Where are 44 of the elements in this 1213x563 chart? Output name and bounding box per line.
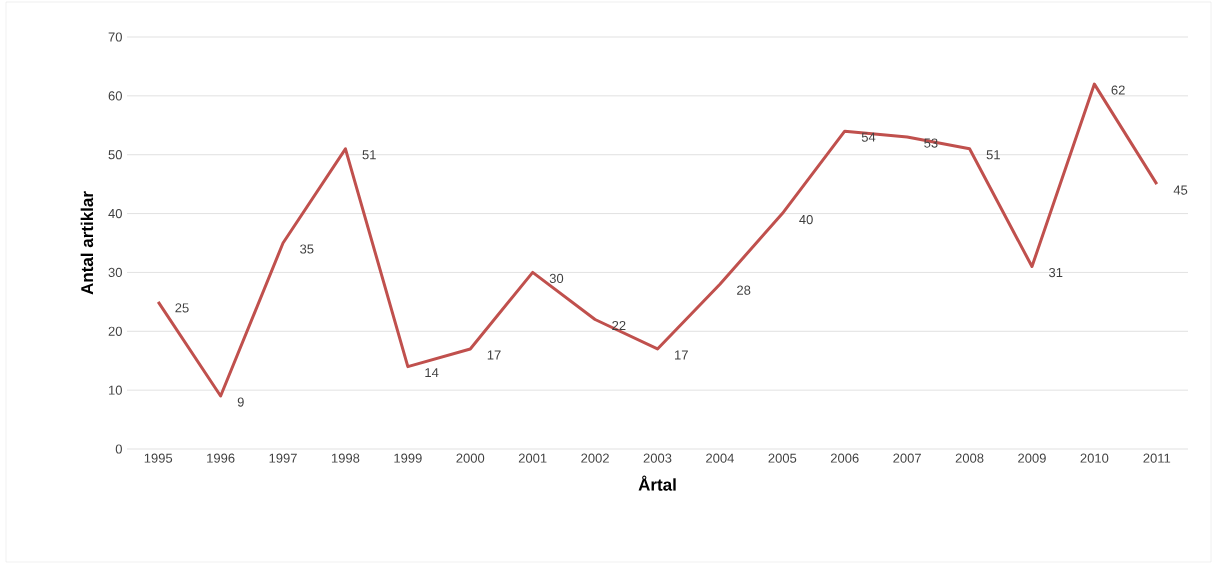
data-label: 62: [1111, 85, 1125, 95]
data-label: 45: [1173, 185, 1188, 195]
data-label: 40: [799, 214, 813, 225]
y-tick-label: 20: [108, 326, 122, 336]
y-tick-label: 0: [115, 444, 122, 454]
x-tick-label: 2000: [456, 453, 485, 463]
x-tick-label: 1999: [394, 453, 422, 463]
x-tick-label: 2007: [893, 453, 921, 463]
x-tick-label: 1998: [331, 453, 360, 463]
y-axis-title: Antal artiklar: [80, 191, 94, 295]
y-tick-label: 70: [108, 32, 122, 42]
x-tick-label: 2002: [581, 453, 609, 463]
x-tick-label: 2008: [955, 453, 984, 463]
data-label: 28: [737, 285, 751, 295]
data-label: 30: [549, 273, 564, 284]
x-tick-label: 2005: [768, 453, 797, 463]
y-tick-label: 50: [108, 150, 122, 160]
y-tick-label: 40: [108, 208, 122, 219]
data-label: 51: [986, 150, 1000, 160]
x-tick-label: 1996: [207, 453, 235, 463]
data-label: 31: [1049, 267, 1063, 278]
data-label: 14: [425, 368, 439, 378]
y-tick-label: 10: [108, 385, 122, 395]
data-label: 9: [237, 397, 244, 407]
x-tick-label: 2003: [643, 453, 672, 463]
x-axis-title: Årtal: [638, 475, 676, 491]
x-tick-label: 1997: [269, 453, 297, 463]
y-tick-label: 30: [108, 267, 122, 278]
y-tick-label: 60: [108, 91, 122, 101]
data-label: 17: [675, 350, 688, 360]
x-tick-label: 1995: [144, 453, 173, 463]
x-tick-label: 2009: [1018, 453, 1046, 463]
x-tick-label: 2010: [1080, 453, 1109, 463]
x-tick-label: 2006: [830, 453, 859, 463]
data-label: 22: [612, 320, 626, 331]
data-label: 25: [175, 303, 189, 313]
data-label: 17: [487, 350, 501, 360]
x-tick-label: 2004: [706, 453, 734, 463]
x-tick-label: 2001: [518, 453, 547, 463]
x-tick-label: 2011: [1143, 453, 1171, 463]
data-label: 51: [362, 150, 376, 160]
data-label: 54: [861, 132, 876, 142]
line-series: [156, 82, 1159, 398]
data-label: 35: [300, 244, 314, 254]
